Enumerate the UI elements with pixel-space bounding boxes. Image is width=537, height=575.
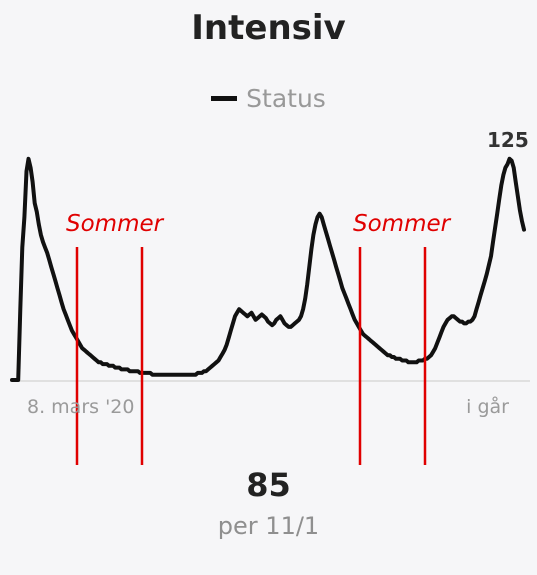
- legend-label-status: Status: [246, 84, 326, 113]
- series-layer: [10, 156, 526, 382]
- legend-swatch: [211, 96, 238, 101]
- legend[interactable]: Status: [0, 84, 537, 113]
- line-chart: [10, 156, 530, 465]
- x-tick-label-start: 8. mars '20: [27, 396, 135, 418]
- peak-value-label: 125: [487, 128, 529, 152]
- series-line-0: [10, 156, 526, 382]
- x-tick-label-end: i går: [466, 396, 509, 418]
- chart-title: Intensiv: [191, 8, 346, 48]
- current-value: 85: [246, 466, 291, 504]
- annotation-label-summer-2: Sommer: [353, 211, 451, 237]
- annotation-label-summer-1: Sommer: [66, 211, 164, 237]
- current-value-date: per 11/1: [217, 512, 320, 540]
- annotation-layer: [75, 247, 427, 465]
